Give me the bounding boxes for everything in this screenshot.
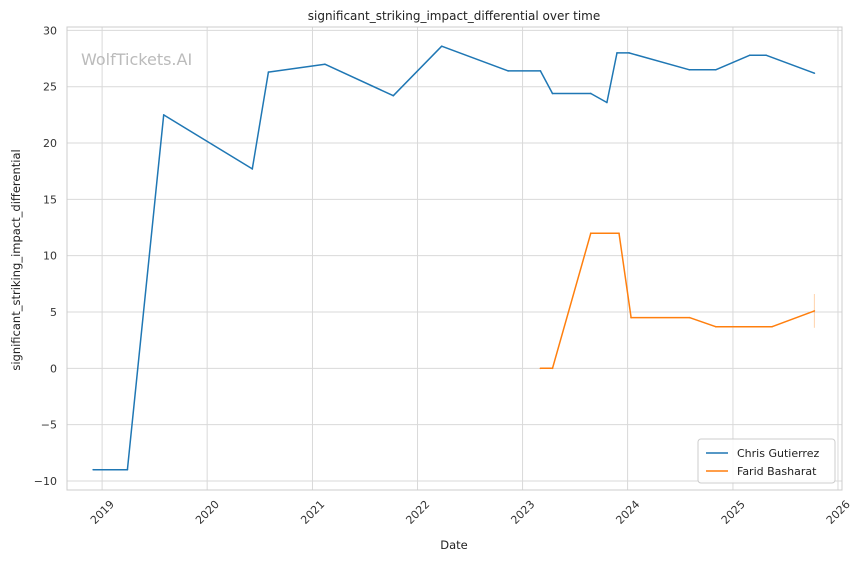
watermark: WolfTickets.AI	[81, 50, 192, 69]
y-tick-label: 5	[50, 306, 57, 319]
legend-label-farid-basharat: Farid Basharat	[737, 465, 817, 478]
plot-area	[67, 27, 842, 490]
data-point-chris-gutierrez	[765, 54, 767, 56]
plot-frame	[66, 26, 843, 491]
data-point-farid-basharat	[714, 325, 717, 328]
data-point-chris-gutierrez	[616, 52, 618, 54]
data-point-chris-gutierrez	[251, 168, 254, 170]
data-point-farid-basharat	[551, 367, 554, 370]
data-point-chris-gutierrez	[606, 101, 608, 104]
x-axis-label: Date	[440, 538, 468, 552]
y-tick-label: −5	[41, 419, 57, 432]
grid	[67, 27, 842, 490]
y-tick-label: 20	[43, 137, 57, 150]
series-line-chris-gutierrez	[93, 45, 815, 471]
data-point-farid-basharat	[539, 367, 542, 370]
x-tick-label: 2021	[298, 498, 327, 527]
series-layer	[92, 45, 816, 471]
legend: Chris Gutierrez Farid Basharat	[697, 438, 836, 484]
x-tick-label: 2024	[613, 498, 642, 527]
data-point-chris-gutierrez	[688, 69, 691, 71]
x-tick-label: 2026	[824, 498, 853, 527]
y-axis-label: significant_striking_impact_differential	[9, 149, 23, 370]
y-tick-label: 15	[43, 193, 57, 206]
y-tick-label: −10	[34, 475, 57, 488]
data-point-chris-gutierrez	[714, 69, 717, 71]
data-point-chris-gutierrez	[628, 52, 630, 54]
x-tick-label: 2025	[719, 498, 748, 527]
data-point-chris-gutierrez	[813, 72, 816, 74]
data-point-chris-gutierrez	[324, 63, 326, 65]
data-point-chris-gutierrez	[507, 70, 509, 72]
legend-box	[697, 438, 836, 484]
data-point-chris-gutierrez	[267, 71, 270, 73]
x-tick-label: 2020	[193, 498, 222, 527]
data-point-chris-gutierrez	[126, 468, 129, 471]
data-point-farid-basharat	[618, 232, 620, 234]
legend-label-chris-gutierrez: Chris Gutierrez	[737, 447, 819, 460]
y-tick-label: 25	[43, 81, 57, 94]
data-point-chris-gutierrez	[749, 54, 751, 56]
data-point-chris-gutierrez	[92, 468, 94, 471]
data-point-farid-basharat	[630, 316, 632, 319]
data-point-farid-basharat	[589, 232, 592, 234]
chart-title: significant_striking_impact_differential…	[308, 9, 600, 23]
data-point-chris-gutierrez	[440, 45, 443, 47]
y-tick-labels: −10 −5 0 5 10 15 20 25 30	[34, 24, 57, 488]
y-tick-label: 0	[50, 362, 57, 375]
x-tick-label: 2019	[88, 498, 117, 527]
data-point-farid-basharat	[688, 316, 691, 319]
data-point-chris-gutierrez	[392, 94, 395, 97]
data-point-chris-gutierrez	[162, 114, 165, 116]
x-tick-labels: 2019 2020 2021 2022 2023 2024 2025 2026	[88, 498, 853, 527]
x-tick-label: 2023	[508, 498, 537, 527]
x-tick-label: 2022	[403, 498, 432, 527]
y-tick-label: 10	[43, 250, 57, 263]
data-point-farid-basharat	[813, 310, 816, 312]
data-point-chris-gutierrez	[539, 70, 542, 72]
data-point-chris-gutierrez	[589, 92, 592, 95]
y-tick-label: 30	[43, 24, 57, 37]
data-point-farid-basharat	[771, 325, 773, 328]
data-point-chris-gutierrez	[551, 92, 554, 95]
